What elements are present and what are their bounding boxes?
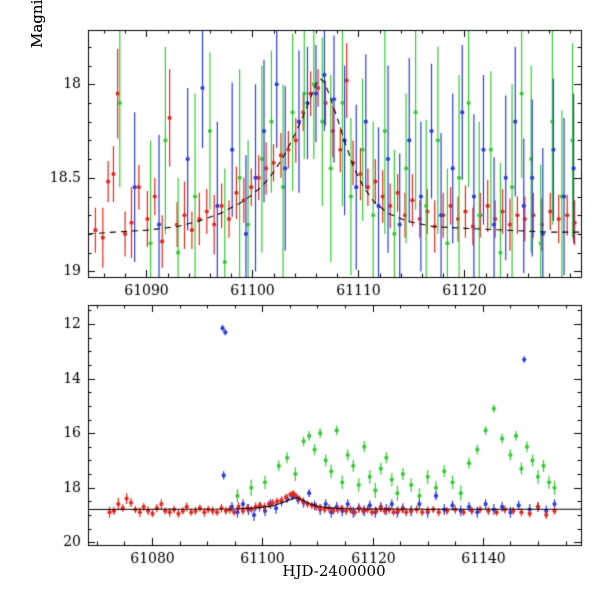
light-curve-canvas (0, 0, 600, 600)
light-curve-figure: Magnitude Magnitude HJD-2400000 (0, 0, 600, 600)
